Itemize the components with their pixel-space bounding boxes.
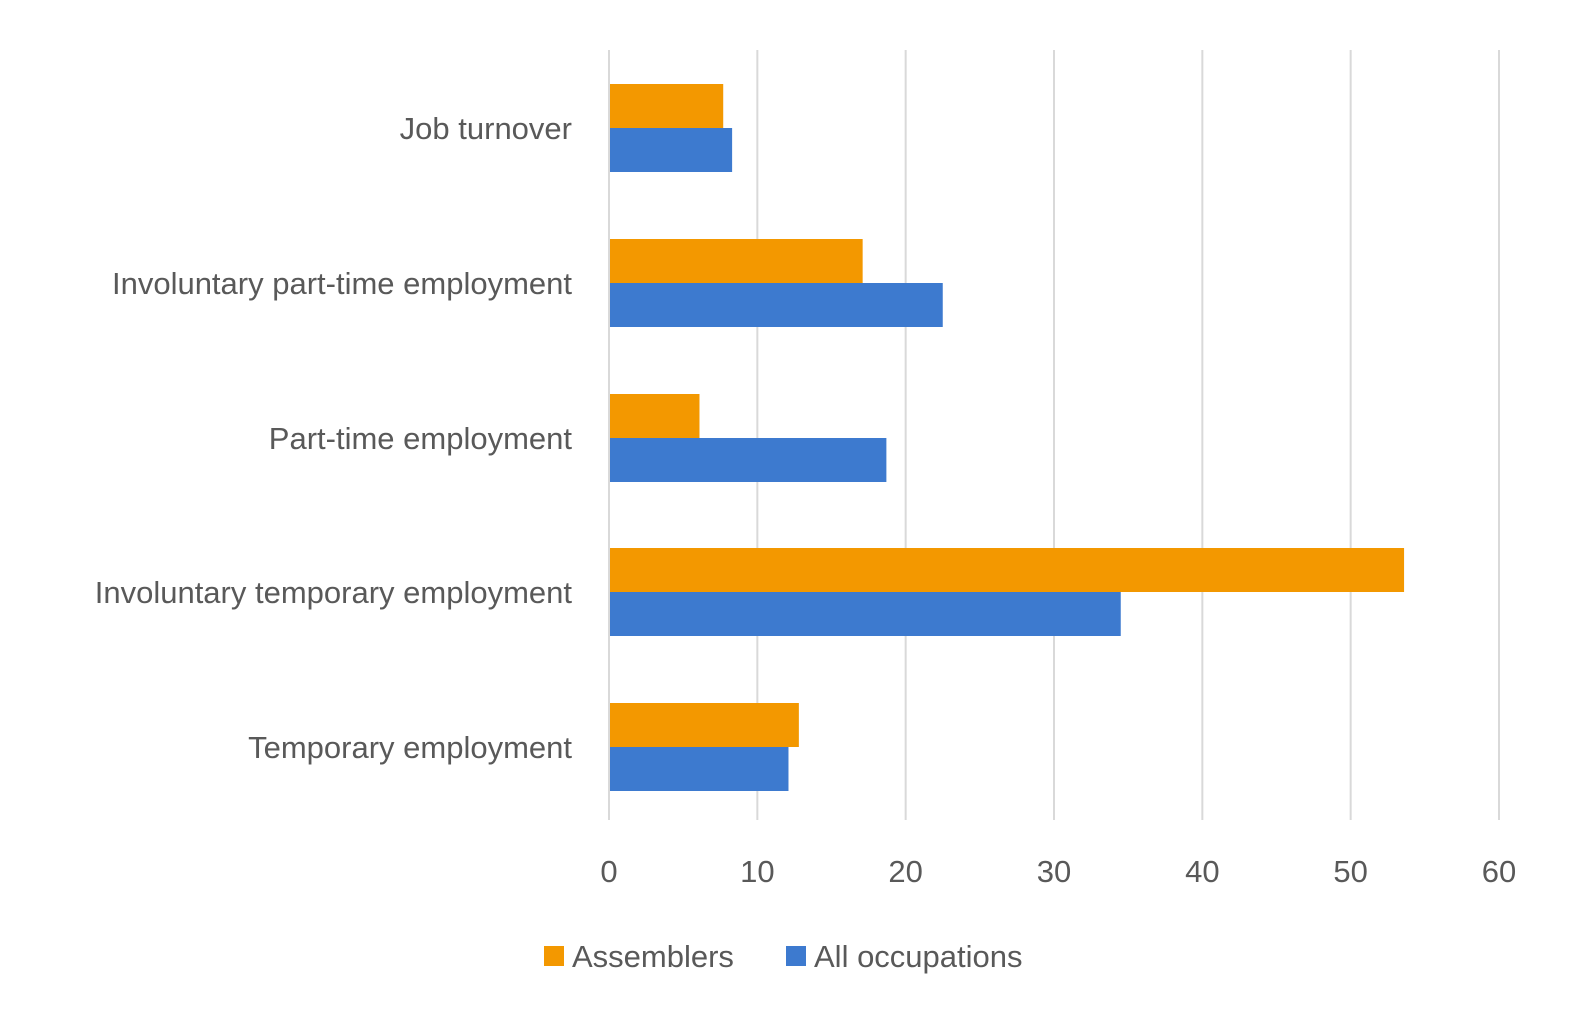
- legend-label-assemblers: Assemblers: [572, 939, 734, 974]
- legend-label-all-occupations: All occupations: [814, 939, 1023, 974]
- x-tick-label: 40: [1185, 854, 1219, 889]
- x-tick-label: 30: [1037, 854, 1071, 889]
- x-tick-label: 50: [1333, 854, 1367, 889]
- x-tick-labels: 0 10 20 30 40 50 60: [600, 854, 1516, 889]
- bar-assemblers-3: [609, 548, 1405, 592]
- legend-swatch-all-occupations: [786, 946, 806, 966]
- bar-all-occupations-2: [609, 438, 887, 482]
- x-tick-label: 60: [1482, 854, 1516, 889]
- bar-all-occupations-1: [609, 283, 943, 327]
- category-label: Job turnover: [400, 111, 572, 146]
- x-tick-label: 10: [740, 854, 774, 889]
- x-tick-label: 20: [888, 854, 922, 889]
- category-labels: Job turnover Involuntary part-time employ…: [95, 111, 573, 765]
- bar-assemblers-4: [609, 703, 799, 747]
- bar-assemblers-0: [609, 84, 724, 128]
- category-label: Involuntary part-time employment: [112, 266, 572, 301]
- bar-assemblers-1: [609, 239, 863, 283]
- x-tick-label: 0: [600, 854, 617, 889]
- gridlines: [756, 50, 1500, 820]
- category-label: Involuntary temporary employment: [95, 575, 573, 610]
- legend-swatch-assemblers: [544, 946, 564, 966]
- category-label: Temporary employment: [248, 730, 572, 765]
- bar-all-occupations-3: [609, 592, 1121, 636]
- legend: Assemblers All occupations: [544, 939, 1023, 974]
- bar-all-occupations-4: [609, 747, 789, 791]
- category-label: Part-time employment: [269, 421, 573, 456]
- bars: [609, 84, 1405, 791]
- bar-assemblers-2: [609, 394, 700, 438]
- bar-all-occupations-0: [609, 128, 733, 172]
